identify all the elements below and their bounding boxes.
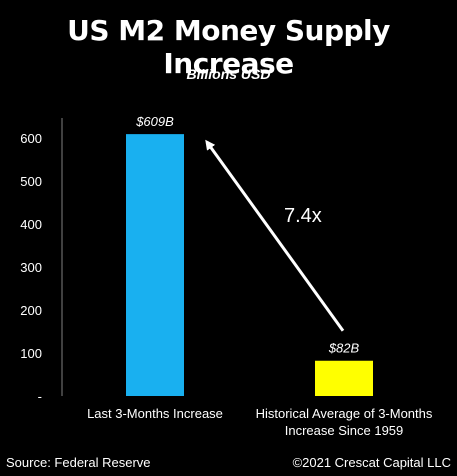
y-axis: - 100 200 300 400 500 600 bbox=[20, 131, 42, 404]
y-tick-label: - bbox=[38, 389, 42, 404]
y-tick-label: 100 bbox=[20, 346, 42, 361]
y-tick-label: 200 bbox=[20, 303, 42, 318]
y-tick-label: 300 bbox=[20, 260, 42, 275]
chart-subtitle: Billions USD bbox=[186, 66, 271, 82]
chart-title: US M2 Money Supply Increase bbox=[67, 14, 390, 80]
category-label-1: Last 3-Months Increase bbox=[87, 406, 223, 421]
category-label-2: Historical Average of 3-Months bbox=[256, 406, 433, 421]
y-tick-label: 600 bbox=[20, 131, 42, 146]
bar-2 bbox=[315, 360, 373, 396]
y-tick-label: 500 bbox=[20, 174, 42, 189]
multiplier-arrow bbox=[205, 139, 345, 332]
source-note: Source: Federal Reserve bbox=[6, 455, 151, 470]
category-label-2: Increase Since 1959 bbox=[285, 423, 404, 438]
data-label-2: $82B bbox=[328, 341, 360, 356]
copyright-note: ©2021 Crescat Capital LLC bbox=[292, 455, 451, 470]
y-tick-label: 400 bbox=[20, 217, 42, 232]
multiplier-label: 7.4x bbox=[284, 205, 322, 227]
data-label-1: $609B bbox=[135, 114, 174, 129]
bar-1 bbox=[126, 134, 184, 396]
